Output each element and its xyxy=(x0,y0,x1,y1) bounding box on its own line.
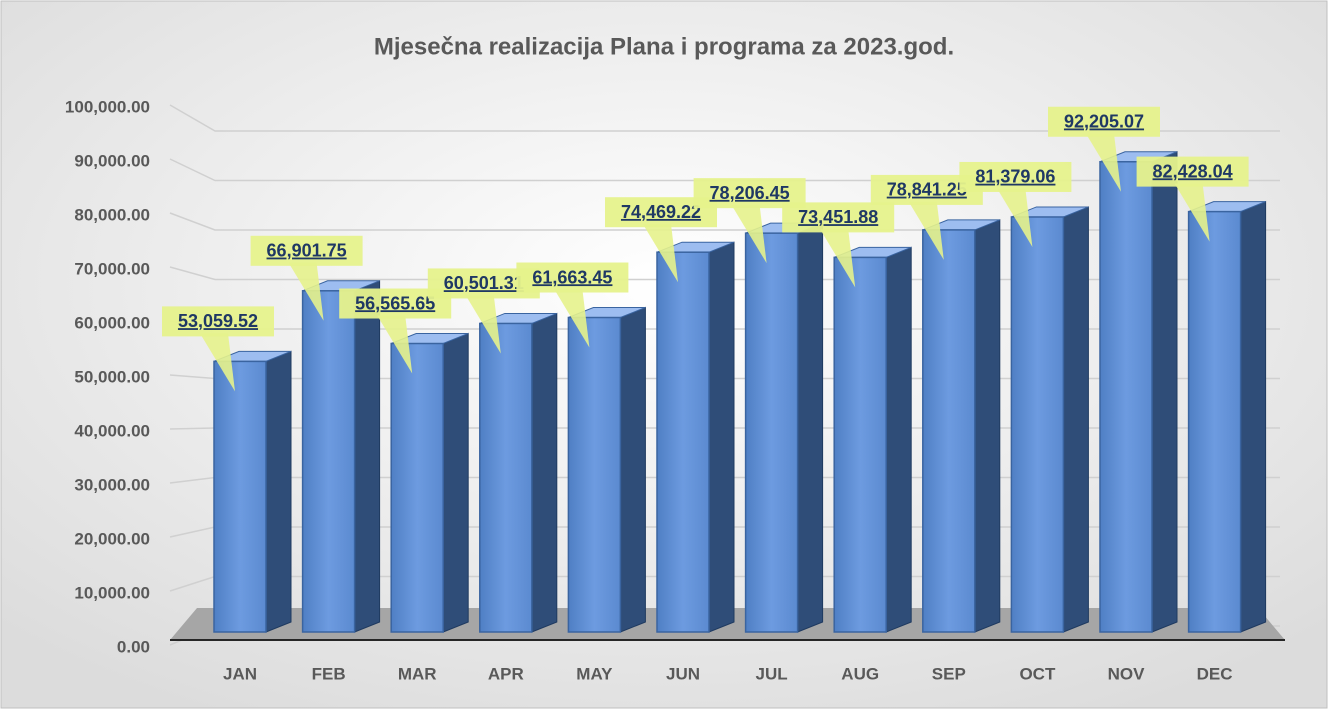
bar-side xyxy=(265,350,292,633)
data-label: 81,379.06 xyxy=(975,167,1055,187)
y-tick-label: 60,000.00 xyxy=(74,313,150,332)
x-tick-label: DEC xyxy=(1197,664,1233,683)
label-pointer xyxy=(465,295,501,354)
data-label: 92,205.07 xyxy=(1064,112,1144,132)
bar xyxy=(1099,161,1153,633)
bar-side xyxy=(885,246,912,633)
bar xyxy=(567,316,622,633)
bar-side xyxy=(354,280,381,633)
bar-side xyxy=(531,312,558,633)
bar-side xyxy=(974,219,1001,633)
bar xyxy=(744,232,799,633)
label-box xyxy=(162,306,274,337)
label-pointer xyxy=(643,224,678,283)
data-label: 56,565.65 xyxy=(355,293,435,313)
bar xyxy=(301,290,356,633)
y-tick-label: 80,000.00 xyxy=(74,205,150,224)
data-label: 74,469.22 xyxy=(621,202,701,222)
x-tick-label: MAY xyxy=(576,664,613,683)
x-tick-label: JUL xyxy=(756,664,788,683)
label-box xyxy=(1136,156,1249,187)
label-box xyxy=(782,202,895,233)
y-tick-label: 70,000.00 xyxy=(74,259,150,278)
label-pointer xyxy=(731,205,767,264)
data-label: 53,059.52 xyxy=(178,311,258,331)
bar-side xyxy=(619,306,646,633)
x-tick-label: JAN xyxy=(223,664,257,683)
bar xyxy=(1010,216,1065,633)
label-pointer xyxy=(377,315,413,374)
bar xyxy=(833,256,887,633)
y-tick-label: 50,000.00 xyxy=(74,367,150,386)
bar-side xyxy=(1151,151,1178,633)
chart-title: Mjesečna realizacija Plana i programa za… xyxy=(374,33,954,60)
bar xyxy=(479,322,533,633)
label-box xyxy=(959,161,1072,192)
bar xyxy=(922,229,976,633)
x-tick-label: APR xyxy=(488,664,524,683)
data-label: 61,663.45 xyxy=(532,267,612,287)
data-label: 60,501.31 xyxy=(444,273,524,293)
label-pointer xyxy=(1174,183,1210,242)
bar-side xyxy=(1240,200,1267,633)
y-tick-label: 100,000.00 xyxy=(65,97,150,116)
data-label: 73,451.88 xyxy=(798,207,878,227)
x-tick-label: NOV xyxy=(1108,664,1146,683)
y-tick-label: 10,000.00 xyxy=(74,583,150,602)
y-tick-label: 20,000.00 xyxy=(74,529,150,548)
bar-side xyxy=(1062,206,1089,633)
x-tick-label: JUN xyxy=(666,664,700,683)
label-box xyxy=(250,235,363,266)
y-tick-label: 40,000.00 xyxy=(74,421,150,440)
label-pointer xyxy=(288,262,324,321)
grid-line xyxy=(169,104,1280,132)
data-label: 66,901.75 xyxy=(267,241,347,261)
bar-side xyxy=(708,241,735,633)
data-label: 78,206.45 xyxy=(710,183,790,203)
y-tick-label: 30,000.00 xyxy=(74,475,150,494)
bar xyxy=(213,360,267,633)
label-pointer xyxy=(820,229,856,288)
data-label: 78,841.25 xyxy=(887,180,967,200)
bar-side xyxy=(442,332,469,633)
x-tick-label: SEP xyxy=(932,664,966,683)
label-box xyxy=(516,262,629,293)
bar xyxy=(390,342,444,633)
label-pointer xyxy=(997,188,1033,247)
y-tick-label: 90,000.00 xyxy=(74,151,150,170)
label-pointer xyxy=(908,201,944,260)
x-tick-label: AUG xyxy=(841,664,879,683)
bar xyxy=(656,251,710,633)
x-tick-label: MAR xyxy=(398,664,437,683)
y-tick-label: 0.00 xyxy=(117,637,150,656)
bar-side xyxy=(797,222,824,633)
data-label: 82,428.04 xyxy=(1153,161,1233,181)
label-pointer xyxy=(554,289,590,348)
x-tick-label: OCT xyxy=(1019,664,1056,683)
label-pointer xyxy=(1086,133,1121,192)
label-box xyxy=(1048,106,1160,137)
x-tick-label: FEB xyxy=(312,664,346,683)
label-pointer xyxy=(200,333,235,392)
bar xyxy=(1187,210,1242,633)
